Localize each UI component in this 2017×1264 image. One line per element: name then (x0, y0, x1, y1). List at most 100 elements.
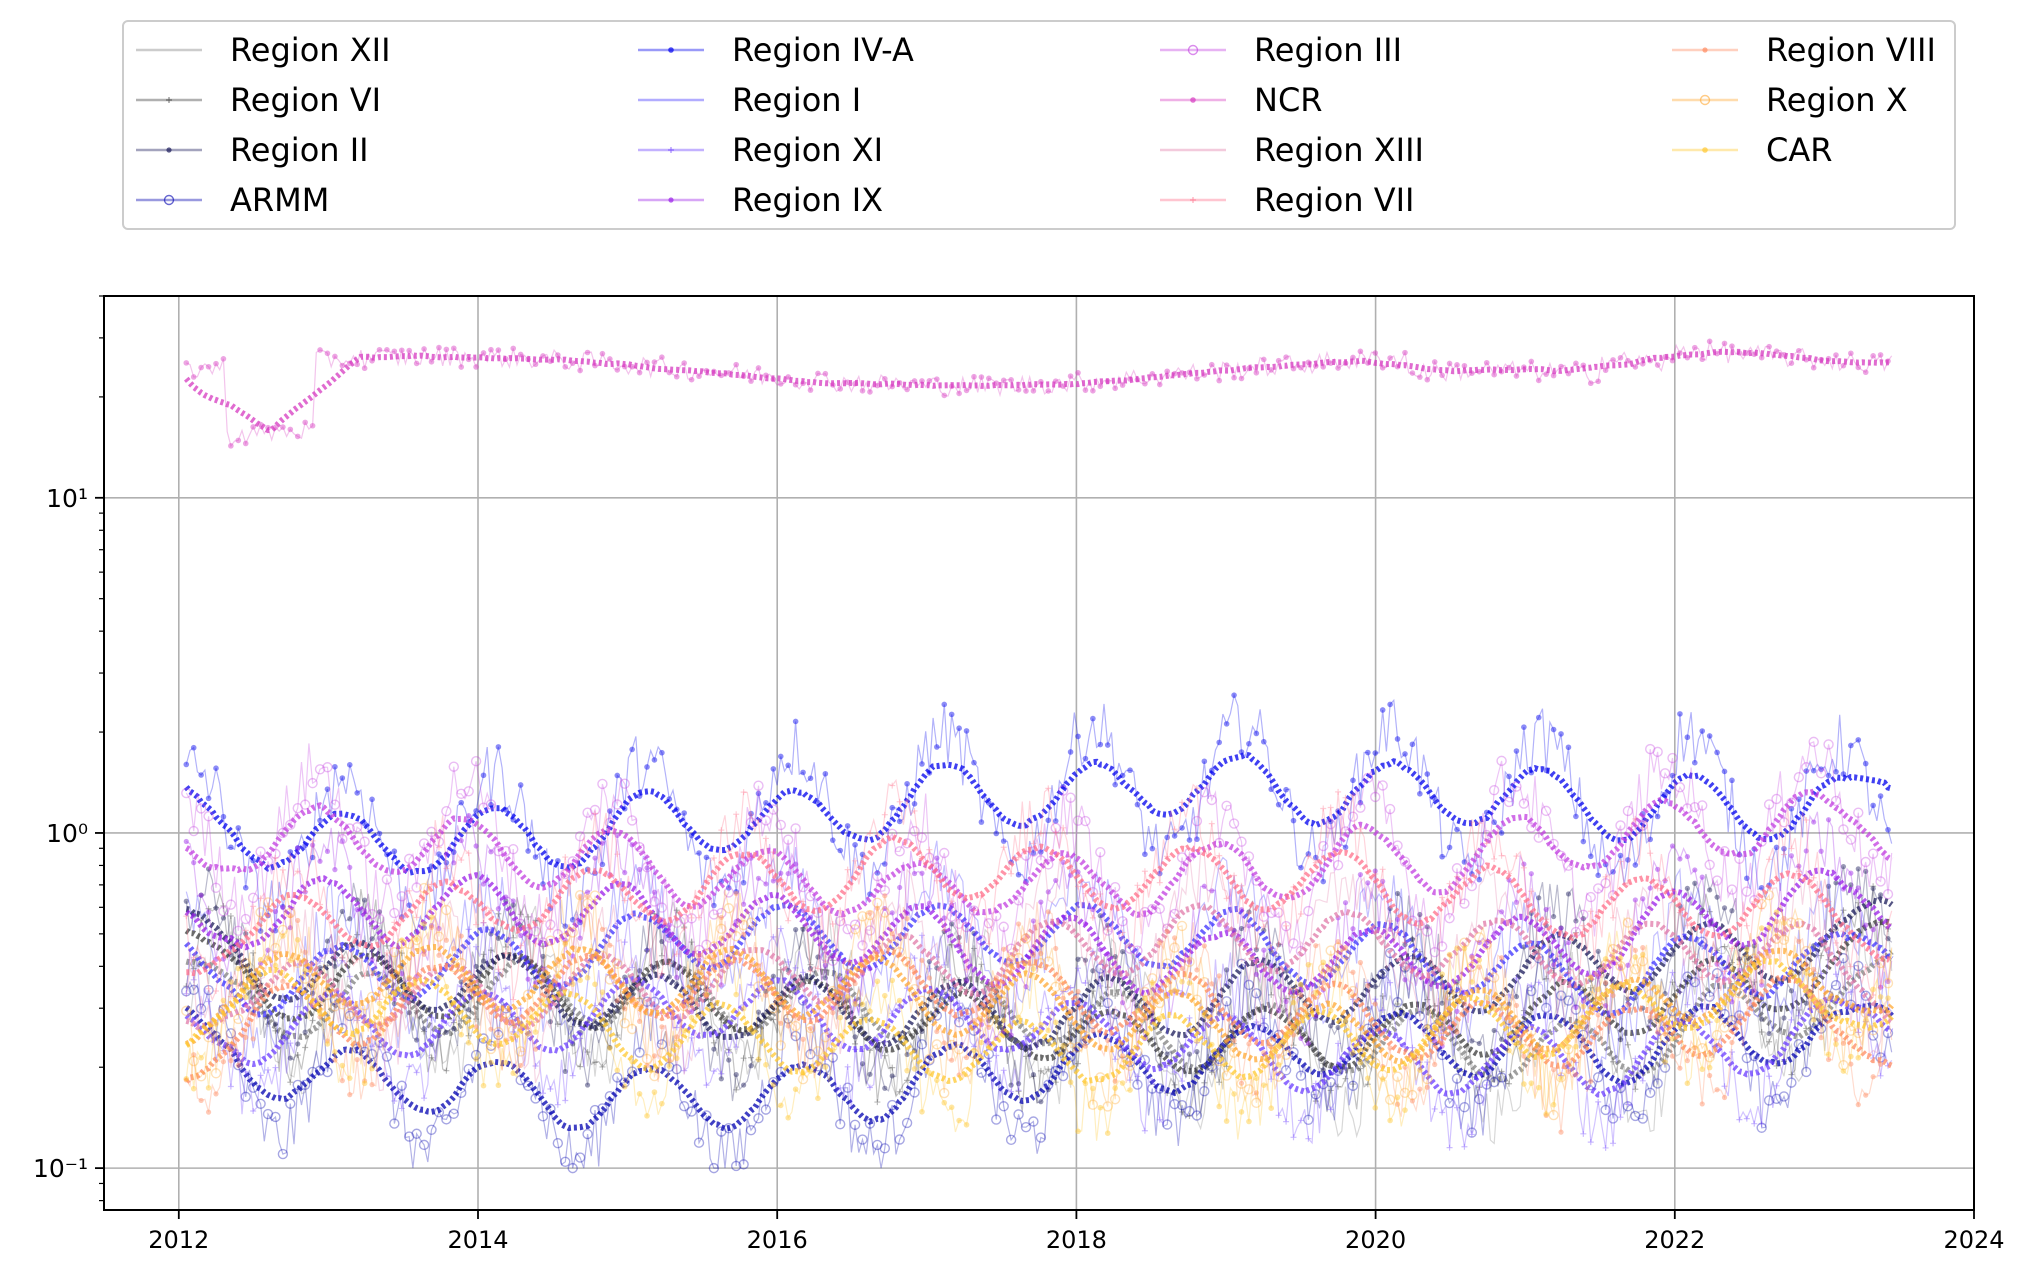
data-point (763, 800, 769, 806)
legend-label: Region X (1766, 81, 1908, 119)
data-point (1394, 736, 1401, 742)
data-point (792, 718, 799, 725)
data-point (1090, 715, 1096, 722)
data-point (1885, 995, 1891, 1001)
data-point (332, 1057, 338, 1063)
data-point (1238, 1109, 1245, 1115)
data-point (1424, 771, 1431, 777)
data-point (1803, 1000, 1809, 1006)
data-point (755, 365, 762, 371)
data-point (971, 1047, 977, 1054)
data-point (599, 926, 606, 932)
data-point (346, 1075, 353, 1081)
data-point (1565, 744, 1572, 751)
data-point (294, 937, 301, 943)
data-point (1067, 1035, 1074, 1042)
data-point (1149, 845, 1156, 852)
data-point (1513, 994, 1520, 1000)
data-point (1171, 1081, 1178, 1088)
data-point (220, 356, 227, 362)
data-point (272, 854, 279, 861)
data-point (404, 1131, 415, 1142)
data-point (1796, 347, 1802, 354)
data-point (599, 1026, 606, 1032)
data-point (1840, 864, 1847, 870)
data-point (626, 1066, 638, 1077)
data-point (696, 1047, 703, 1054)
data-point (1803, 970, 1810, 976)
data-point (1528, 358, 1535, 365)
data-point (1877, 352, 1884, 358)
y-axis: 10⁻¹ 10⁰ 10¹ (33, 295, 104, 1202)
data-point (1563, 995, 1574, 1006)
data-point (443, 937, 449, 943)
data-point (1052, 818, 1059, 824)
data-point (835, 1118, 846, 1130)
data-point (1015, 871, 1022, 878)
data-point (748, 1054, 755, 1061)
data-point (1454, 1029, 1460, 1035)
series-trend (184, 1002, 1894, 1132)
data-point (1414, 1010, 1426, 1022)
data-point (1000, 844, 1007, 851)
data-point (1216, 377, 1223, 384)
data-point (1818, 766, 1824, 772)
data-point (242, 885, 249, 891)
data-point (1038, 1021, 1044, 1028)
data-point (956, 725, 962, 731)
data-point (1342, 1017, 1349, 1024)
data-point (294, 1003, 301, 1010)
data-point (1550, 726, 1557, 733)
data-point (1157, 940, 1163, 946)
data-point (181, 986, 192, 997)
data-point (1030, 850, 1037, 856)
series-region-iv-a (183, 692, 1893, 935)
data-point (265, 1013, 271, 1019)
data-point (636, 968, 643, 974)
data-point (1684, 885, 1690, 891)
data-point (1570, 1004, 1582, 1015)
data-point (1097, 1003, 1104, 1010)
data-point (926, 900, 932, 906)
data-point (1171, 987, 1178, 994)
data-point (517, 1005, 524, 1012)
data-point (227, 1083, 234, 1090)
legend-label: Region XIII (1254, 131, 1424, 169)
data-point (1706, 338, 1713, 345)
data-point (1706, 1064, 1713, 1071)
data-point (1617, 1114, 1624, 1121)
data-point (696, 850, 702, 856)
data-point (1417, 790, 1423, 797)
data-point (466, 813, 472, 819)
data-point (584, 893, 591, 899)
data-point (1372, 350, 1379, 356)
data-point (614, 998, 620, 1004)
data-point (1848, 870, 1854, 876)
data-point (1298, 992, 1304, 998)
data-point (183, 360, 190, 366)
data-point (1766, 1038, 1773, 1045)
data-point (1796, 796, 1802, 802)
data-point (815, 1095, 821, 1102)
data-point (188, 984, 199, 996)
data-point (612, 1072, 623, 1083)
data-point (1699, 1066, 1706, 1073)
data-point (1491, 371, 1497, 378)
data-point (1238, 925, 1245, 932)
data-point (1669, 1053, 1676, 1059)
data-point (1595, 1012, 1601, 1018)
data-point (1377, 968, 1388, 979)
data-point (1008, 1082, 1014, 1088)
data-point (621, 1083, 628, 1090)
data-point (978, 961, 985, 968)
data-point (1342, 844, 1349, 851)
data-point (998, 1101, 1009, 1112)
data-point (1320, 805, 1327, 812)
data-point (1625, 1001, 1631, 1008)
data-point (1253, 947, 1259, 953)
data-point (517, 782, 524, 788)
data-point (332, 353, 338, 360)
data-point (458, 1017, 465, 1024)
legend-label: Region VI (230, 81, 382, 119)
data-point (874, 1099, 881, 1106)
